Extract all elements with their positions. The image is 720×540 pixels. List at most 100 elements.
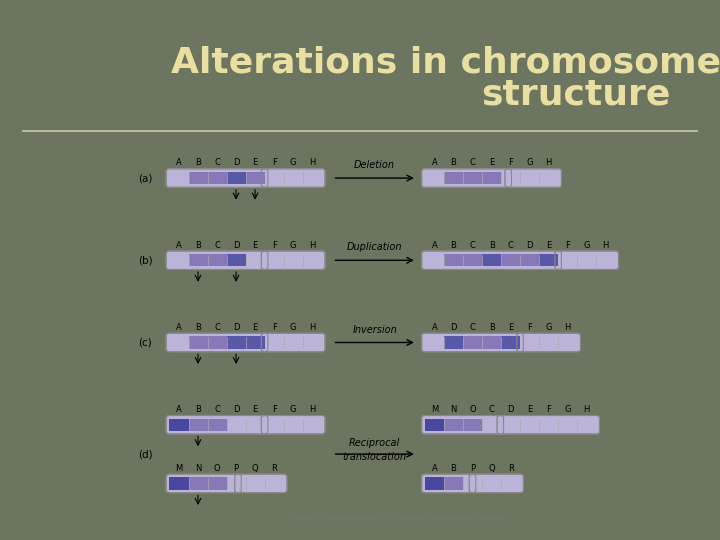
- Bar: [444, 254, 463, 266]
- Text: B: B: [489, 323, 495, 332]
- Bar: [207, 477, 227, 489]
- Text: Deletion: Deletion: [354, 160, 395, 170]
- FancyBboxPatch shape: [469, 474, 523, 492]
- Bar: [520, 254, 539, 266]
- Bar: [227, 336, 246, 348]
- Text: H: H: [309, 405, 315, 414]
- Text: D: D: [233, 323, 239, 332]
- Text: B: B: [489, 240, 495, 249]
- Text: A: A: [176, 158, 182, 167]
- Bar: [246, 172, 265, 184]
- Text: F: F: [565, 240, 570, 249]
- Text: F: F: [527, 323, 532, 332]
- Bar: [482, 172, 501, 184]
- Text: D: D: [233, 158, 239, 167]
- Text: F: F: [271, 323, 276, 332]
- FancyBboxPatch shape: [261, 169, 325, 187]
- FancyBboxPatch shape: [261, 333, 325, 352]
- Text: C: C: [469, 240, 475, 249]
- Text: D: D: [233, 405, 239, 414]
- Text: D: D: [508, 405, 514, 414]
- Bar: [189, 336, 207, 348]
- Text: H: H: [309, 240, 315, 249]
- Text: C: C: [469, 158, 475, 167]
- Text: D: D: [233, 240, 239, 249]
- Text: Q: Q: [488, 464, 495, 472]
- Text: Inversion: Inversion: [352, 325, 397, 335]
- Text: B: B: [195, 158, 201, 167]
- Bar: [444, 418, 463, 431]
- Text: Reciprocal: Reciprocal: [349, 438, 400, 448]
- Bar: [482, 336, 501, 348]
- Text: A: A: [176, 323, 182, 332]
- Text: B: B: [451, 464, 456, 472]
- FancyBboxPatch shape: [505, 169, 562, 187]
- FancyBboxPatch shape: [517, 333, 580, 352]
- Bar: [169, 418, 189, 431]
- Text: H: H: [564, 323, 571, 332]
- Text: (d): (d): [138, 449, 153, 459]
- Bar: [246, 336, 265, 348]
- Text: Duplication: Duplication: [347, 242, 402, 253]
- Text: A: A: [176, 240, 182, 249]
- Bar: [463, 336, 482, 348]
- Text: H: H: [546, 158, 552, 167]
- Text: C: C: [489, 405, 495, 414]
- Bar: [207, 172, 227, 184]
- Text: F: F: [271, 405, 276, 414]
- Text: H: H: [583, 405, 590, 414]
- FancyBboxPatch shape: [422, 474, 476, 492]
- Bar: [501, 336, 520, 348]
- Bar: [463, 418, 482, 431]
- Text: H: H: [603, 240, 609, 249]
- Text: E: E: [253, 405, 258, 414]
- Text: A: A: [431, 323, 437, 332]
- Text: C: C: [214, 158, 220, 167]
- Text: M: M: [176, 464, 183, 472]
- FancyBboxPatch shape: [166, 333, 268, 352]
- Bar: [539, 254, 558, 266]
- Text: B: B: [451, 158, 456, 167]
- Bar: [482, 254, 501, 266]
- Bar: [189, 172, 207, 184]
- Text: B: B: [195, 405, 201, 414]
- Text: G: G: [564, 405, 571, 414]
- Bar: [189, 477, 207, 489]
- Bar: [207, 254, 227, 266]
- Text: G: G: [290, 158, 297, 167]
- Text: (a): (a): [138, 173, 152, 183]
- FancyBboxPatch shape: [497, 415, 600, 434]
- Text: P: P: [233, 464, 238, 472]
- Text: E: E: [527, 405, 532, 414]
- Bar: [189, 254, 207, 266]
- Text: G: G: [290, 240, 297, 249]
- Text: B: B: [451, 240, 456, 249]
- Text: G: G: [290, 323, 297, 332]
- Text: A: A: [431, 240, 437, 249]
- Text: F: F: [271, 158, 276, 167]
- Text: F: F: [546, 405, 551, 414]
- Bar: [227, 172, 246, 184]
- Text: C: C: [508, 240, 513, 249]
- Text: O: O: [214, 464, 220, 472]
- Text: O: O: [469, 405, 476, 414]
- Text: F: F: [508, 158, 513, 167]
- Text: C: C: [214, 323, 220, 332]
- Text: structure: structure: [481, 78, 671, 111]
- Text: D: D: [450, 323, 456, 332]
- FancyBboxPatch shape: [422, 251, 562, 269]
- Text: A: A: [431, 158, 437, 167]
- Text: E: E: [508, 323, 513, 332]
- FancyBboxPatch shape: [422, 169, 511, 187]
- FancyBboxPatch shape: [422, 333, 523, 352]
- Text: N: N: [450, 405, 456, 414]
- FancyBboxPatch shape: [422, 415, 503, 434]
- Text: A: A: [176, 405, 182, 414]
- FancyBboxPatch shape: [261, 415, 325, 434]
- Text: translocation: translocation: [343, 452, 407, 462]
- Text: R: R: [271, 464, 277, 472]
- Text: E: E: [253, 158, 258, 167]
- Text: H: H: [309, 158, 315, 167]
- Text: B: B: [195, 240, 201, 249]
- Text: C: C: [214, 240, 220, 249]
